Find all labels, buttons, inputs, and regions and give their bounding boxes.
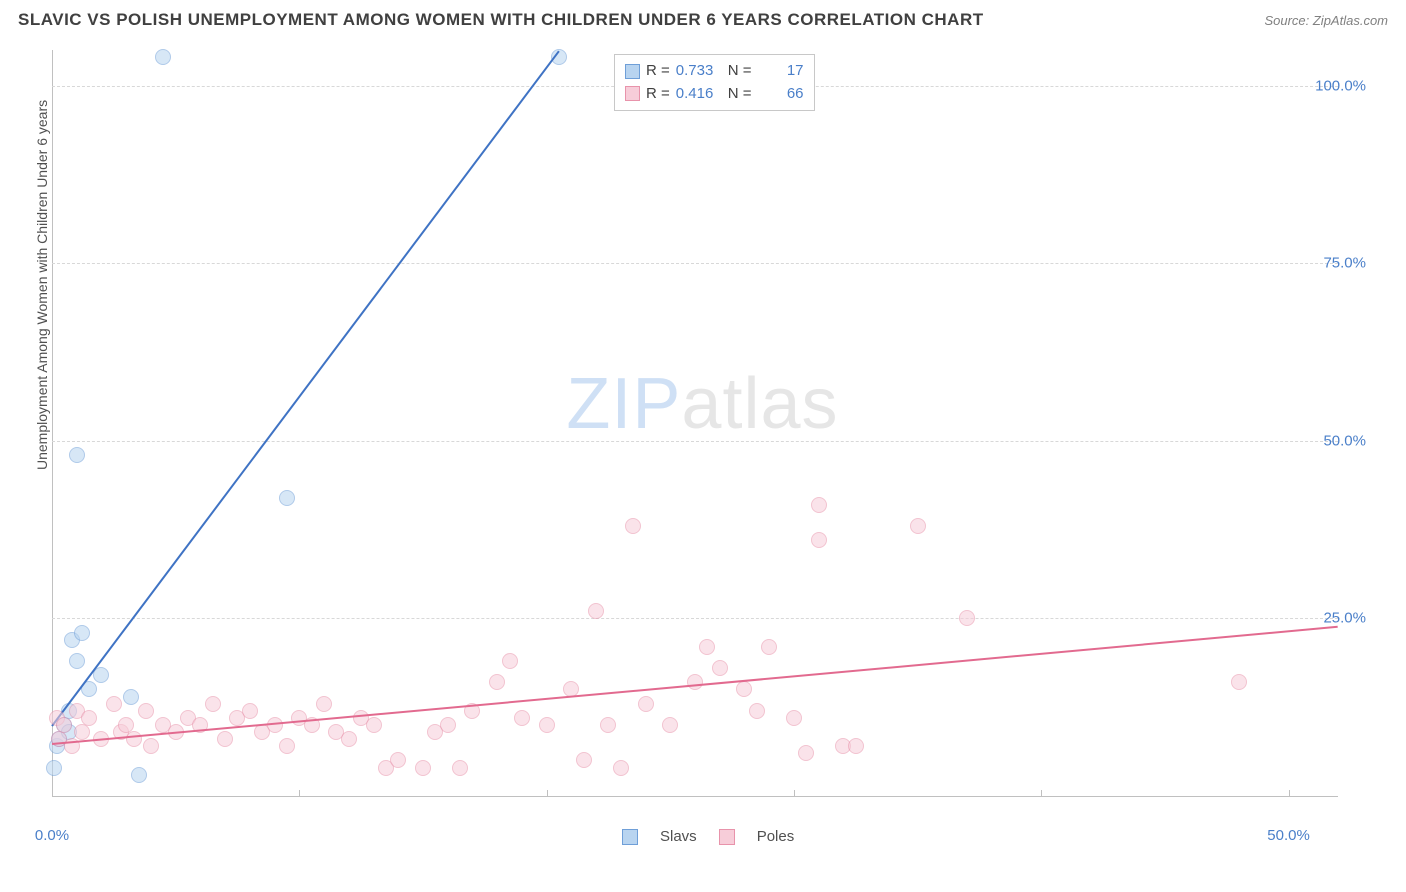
point-poles bbox=[749, 703, 765, 719]
point-poles bbox=[539, 717, 555, 733]
y-axis-label: Unemployment Among Women with Children U… bbox=[34, 100, 50, 470]
point-slavs bbox=[46, 760, 62, 776]
point-poles bbox=[811, 497, 827, 513]
scatter-plot: Unemployment Among Women with Children U… bbox=[52, 50, 1362, 820]
point-slavs bbox=[69, 447, 85, 463]
point-poles bbox=[81, 710, 97, 726]
point-poles bbox=[786, 710, 802, 726]
point-poles bbox=[588, 603, 604, 619]
point-poles bbox=[205, 696, 221, 712]
y-tick-label: 25.0% bbox=[1323, 610, 1366, 627]
point-slavs bbox=[279, 490, 295, 506]
point-poles bbox=[390, 752, 406, 768]
x-tick-label: 50.0% bbox=[1267, 827, 1310, 844]
point-slavs bbox=[123, 689, 139, 705]
legend-label: Slavs bbox=[660, 828, 697, 845]
point-slavs bbox=[93, 667, 109, 683]
point-poles bbox=[712, 660, 728, 676]
point-slavs bbox=[74, 625, 90, 641]
point-poles bbox=[341, 731, 357, 747]
point-slavs bbox=[131, 767, 147, 783]
point-poles bbox=[452, 760, 468, 776]
point-poles bbox=[761, 639, 777, 655]
point-poles bbox=[502, 653, 518, 669]
source-label: Source: ZipAtlas.com bbox=[1264, 13, 1388, 28]
point-poles bbox=[613, 760, 629, 776]
point-poles bbox=[1231, 674, 1247, 690]
point-poles bbox=[736, 681, 752, 697]
header: SLAVIC VS POLISH UNEMPLOYMENT AMONG WOME… bbox=[18, 10, 1388, 30]
point-poles bbox=[415, 760, 431, 776]
point-poles bbox=[910, 518, 926, 534]
point-poles bbox=[798, 745, 814, 761]
y-tick-label: 75.0% bbox=[1323, 255, 1366, 272]
series-legend: Slavs Poles bbox=[622, 828, 794, 845]
point-poles bbox=[959, 610, 975, 626]
point-poles bbox=[138, 703, 154, 719]
x-tick-label: 0.0% bbox=[35, 827, 69, 844]
trendline-poles bbox=[52, 625, 1338, 744]
point-poles bbox=[143, 738, 159, 754]
point-poles bbox=[576, 752, 592, 768]
point-poles bbox=[662, 717, 678, 733]
y-tick-label: 100.0% bbox=[1315, 77, 1366, 94]
point-poles bbox=[625, 518, 641, 534]
point-poles bbox=[56, 717, 72, 733]
point-poles bbox=[811, 532, 827, 548]
point-poles bbox=[638, 696, 654, 712]
point-slavs bbox=[155, 49, 171, 65]
point-poles bbox=[217, 731, 233, 747]
point-poles bbox=[74, 724, 90, 740]
point-poles bbox=[242, 703, 258, 719]
point-poles bbox=[848, 738, 864, 754]
point-poles bbox=[366, 717, 382, 733]
point-poles bbox=[106, 696, 122, 712]
y-tick-label: 50.0% bbox=[1323, 432, 1366, 449]
trendline-slavs bbox=[51, 50, 560, 726]
point-poles bbox=[514, 710, 530, 726]
point-poles bbox=[316, 696, 332, 712]
point-poles bbox=[687, 674, 703, 690]
point-poles bbox=[279, 738, 295, 754]
correlation-legend: R =0.733 N =17R =0.416 N =66 bbox=[614, 54, 815, 111]
point-slavs bbox=[69, 653, 85, 669]
chart-title: SLAVIC VS POLISH UNEMPLOYMENT AMONG WOME… bbox=[18, 10, 984, 30]
point-poles bbox=[489, 674, 505, 690]
point-poles bbox=[440, 717, 456, 733]
point-poles bbox=[126, 731, 142, 747]
point-poles bbox=[699, 639, 715, 655]
point-poles bbox=[600, 717, 616, 733]
watermark: ZIPatlas bbox=[566, 363, 838, 445]
legend-label: Poles bbox=[757, 828, 795, 845]
